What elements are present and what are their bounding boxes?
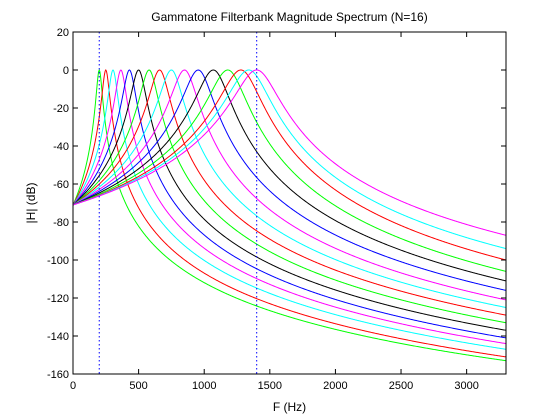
series-line-14	[73, 69, 506, 261]
series-line-1	[73, 68, 506, 362]
series-line-10	[73, 69, 506, 301]
x-tick-labels: 0 500 1000 1500 2000 2500 3000	[70, 380, 479, 392]
x-tick-label: 3000	[454, 380, 478, 392]
y-tick-label: -20	[53, 103, 69, 115]
chart-title: Gammatone Filterbank Magnitude Spectrum …	[151, 10, 427, 24]
x-tick-label: 1000	[192, 380, 216, 392]
x-tick-label: 0	[70, 380, 76, 392]
y-tick-label: -140	[47, 331, 69, 343]
plot-area	[73, 32, 506, 374]
series-line-6	[73, 69, 506, 331]
series-line-16	[73, 69, 506, 236]
x-tick-label: 2500	[389, 380, 413, 392]
x-tick-label: 1500	[258, 380, 282, 392]
series-layer	[73, 68, 506, 362]
y-tick-label: -60	[53, 179, 69, 191]
x-tick-label: 2000	[323, 380, 347, 392]
series-line-15	[73, 69, 506, 250]
y-tick-label: -80	[53, 217, 69, 229]
y-tick-label: -40	[53, 141, 69, 153]
series-line-9	[73, 69, 506, 308]
y-tick-labels: 20 0 -20 -40 -60 -80 -100 -120 -140 -160	[47, 27, 69, 381]
series-line-2	[73, 68, 506, 358]
y-tick-label: -100	[47, 255, 69, 267]
series-line-7	[73, 69, 506, 324]
series-line-13	[73, 69, 506, 272]
plot-background	[73, 32, 506, 374]
y-tick-label: -120	[47, 293, 69, 305]
plot-frame	[72, 31, 507, 375]
series-line-8	[73, 69, 506, 316]
series-line-3	[73, 69, 506, 350]
reference-lines	[98, 32, 258, 374]
series-line-12	[73, 69, 506, 282]
y-tick-label: 20	[57, 27, 69, 39]
series-line-5	[73, 69, 506, 339]
y-tick-label: -160	[47, 369, 69, 381]
ticks	[72, 31, 506, 375]
x-axis-label: F (Hz)	[273, 400, 306, 414]
series-line-11	[73, 69, 506, 291]
x-tick-label: 500	[129, 380, 147, 392]
y-tick-label: 0	[63, 65, 69, 77]
y-axis-label: |H| (dB)	[24, 183, 38, 224]
